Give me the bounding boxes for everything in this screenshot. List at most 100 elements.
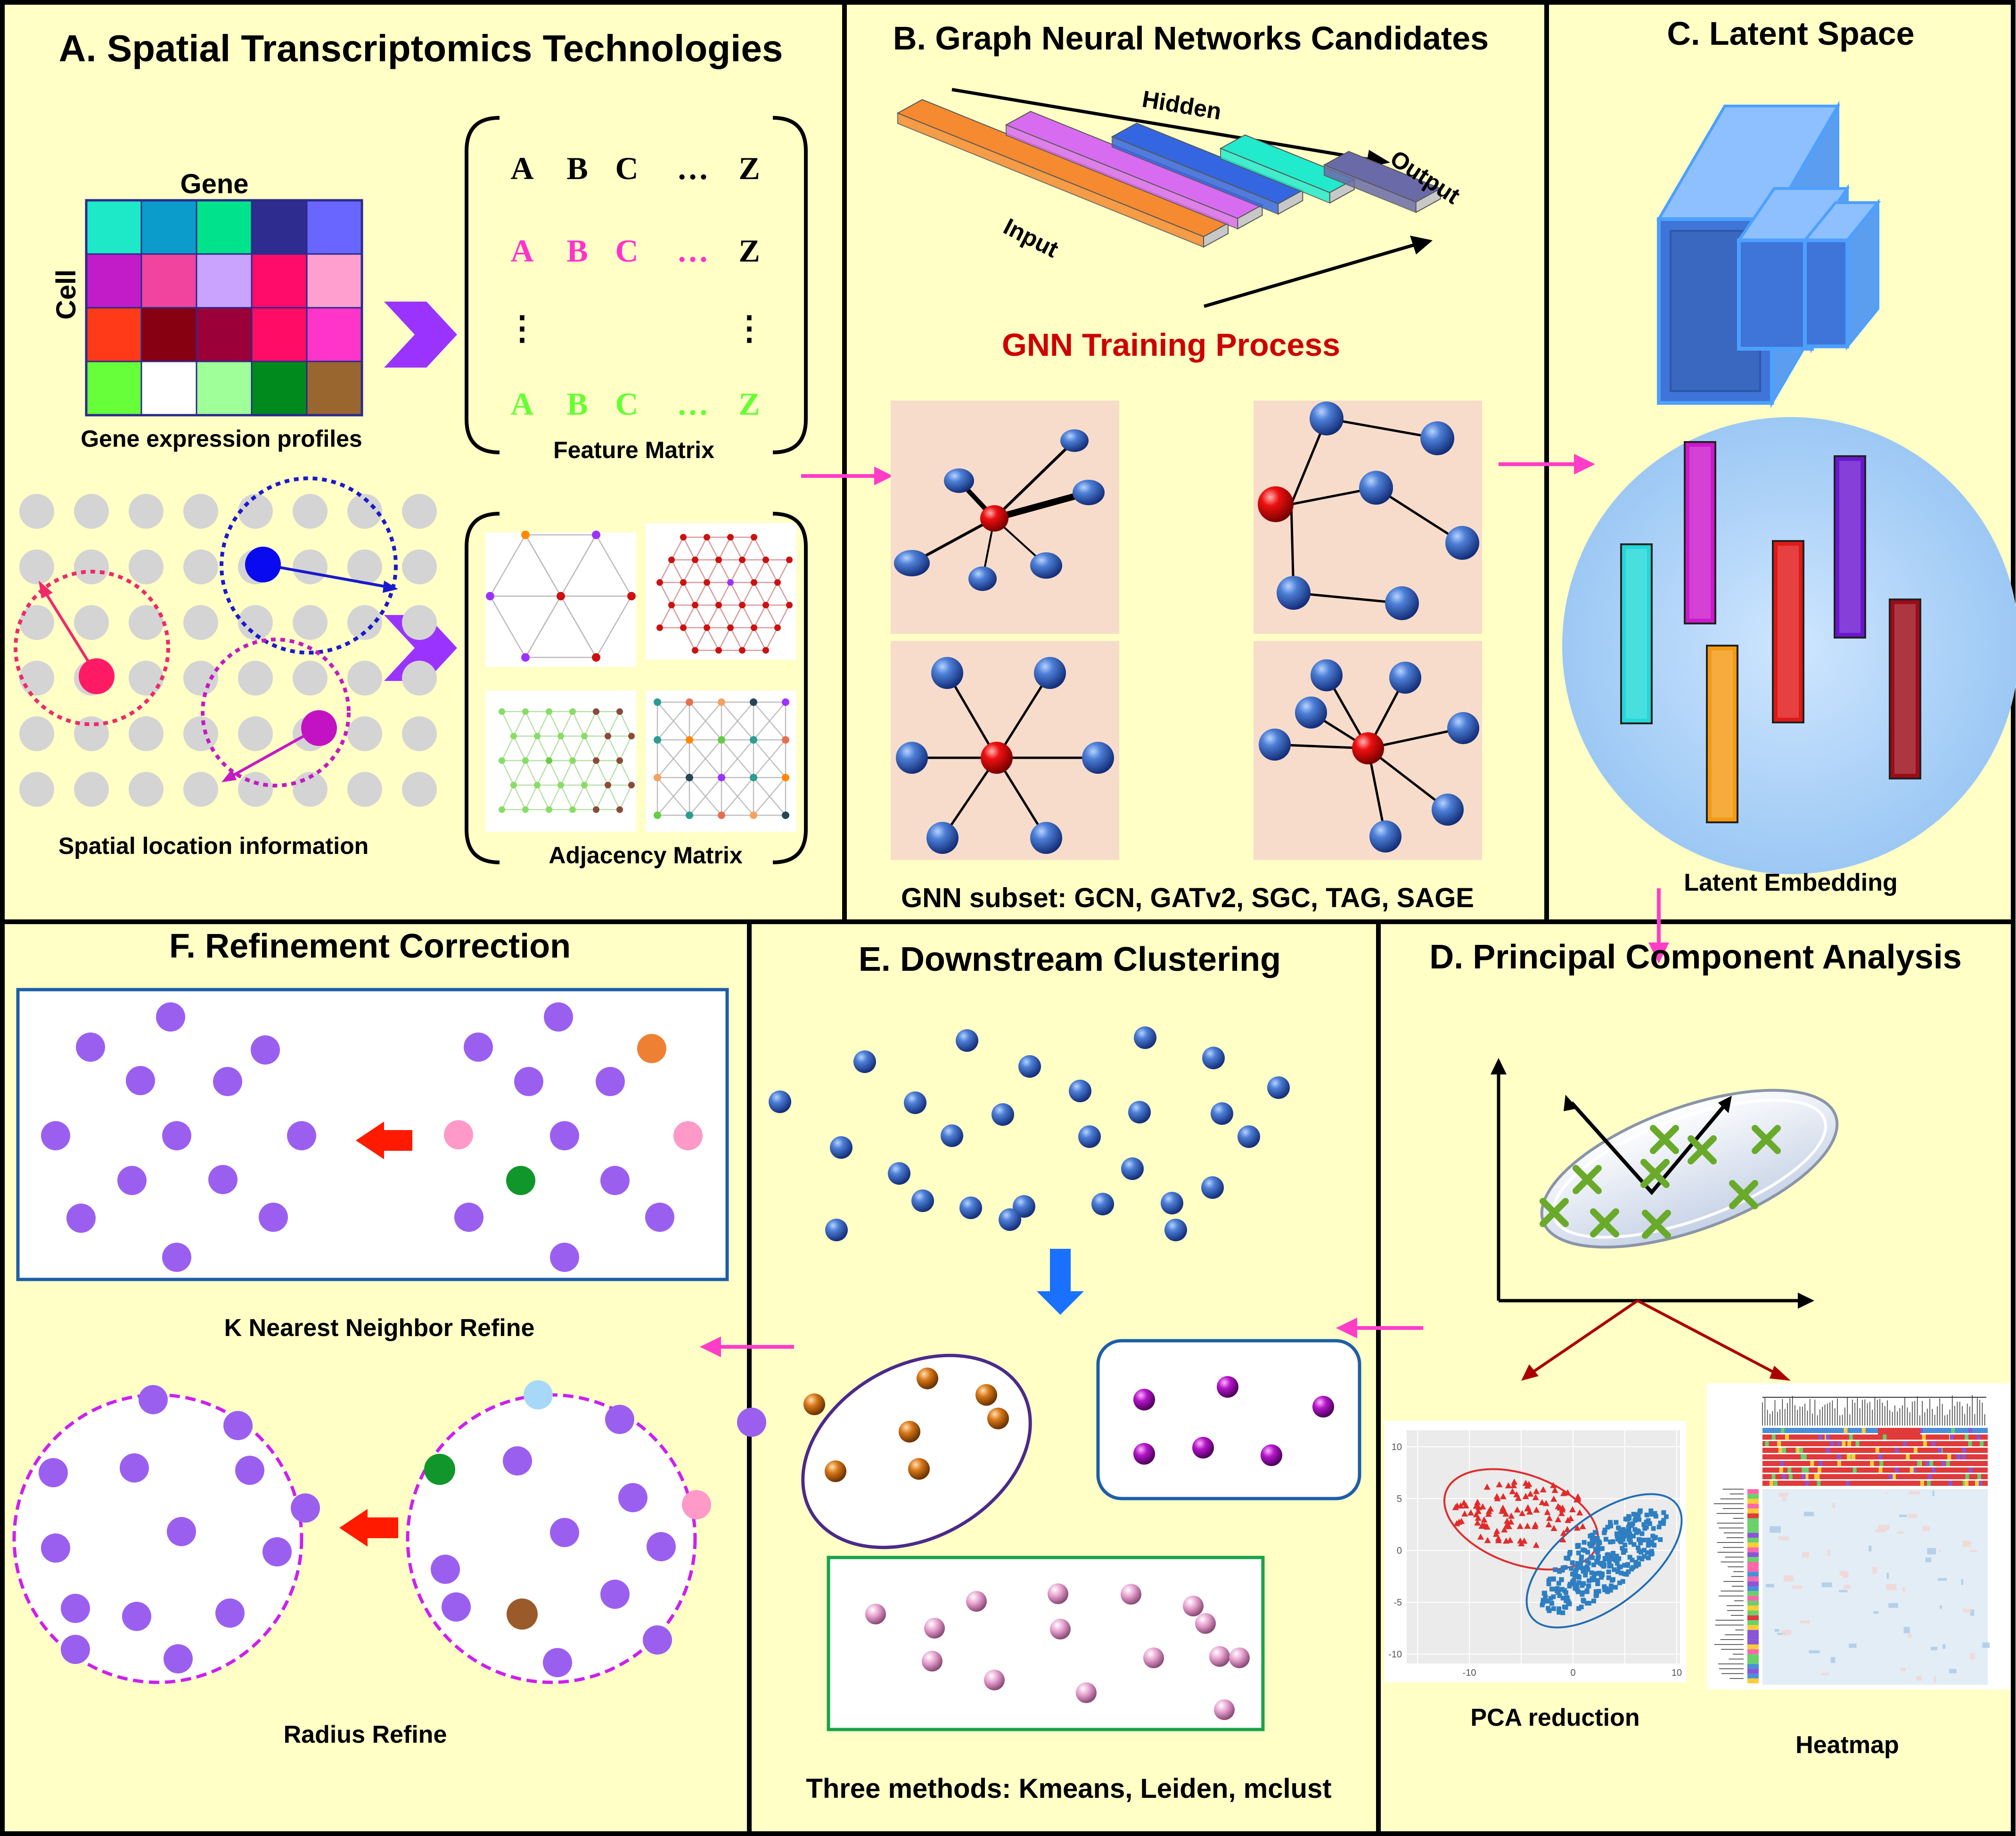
arrow-e-to-f-head [700,1336,721,1357]
heatmap-annotation-tick [1879,1461,1884,1466]
heatmap-annotation-bar [1762,1441,1988,1446]
gnn-neighbor-node [1432,794,1464,826]
graph-edge [524,785,538,810]
gnn-center-node [981,742,1013,774]
gnn-neighbor-node [1082,742,1114,774]
gnn-neighbor-node [1447,712,1479,744]
radius-refine-spots [39,1380,766,1677]
graph-edge [659,582,672,606]
pca-point-blue [1590,1536,1595,1541]
heatmap-cell-noise [1970,1609,1975,1616]
adjacency-matrix-right-bracket [772,512,808,864]
heatmap-cell [306,307,363,362]
center-spot-red [79,658,115,694]
radius-spot-purple [647,1532,676,1561]
graph-node [715,602,722,608]
graph-edge [501,760,515,786]
graph-node [727,534,734,541]
gnn-edge [946,672,998,759]
graph-node [739,557,746,563]
pca-point-blue [1584,1601,1590,1606]
pca-x-tick: 10 [1672,1668,1682,1678]
pca-point-blue [1624,1563,1630,1568]
pca-x-tick: -10 [1463,1668,1476,1678]
heatmap-annotation-tick [1765,1441,1769,1446]
graph-edge [595,785,609,810]
pca-point-blue [1614,1561,1620,1566]
graph-edge [753,559,767,583]
output-arrow-line [1204,243,1414,308]
pca-point-red [1505,1523,1512,1529]
heatmap-annotation-tick [1837,1461,1841,1466]
graph-edge [489,596,526,658]
heatmap-annotation-bar [1762,1454,1988,1459]
heatmap-annotation-tick [1962,1448,1967,1453]
graph-edge [572,760,585,786]
graph-edge [619,760,632,786]
pca-point-blue [1571,1571,1576,1576]
pca-y-tick: 5 [1397,1494,1402,1504]
heatmap-annotation-tick [1965,1481,1969,1486]
gnn-center-node [1258,486,1294,522]
graph-edge [536,760,550,786]
graph-edge [694,582,708,606]
heatmap-cell-noise [1821,1672,1829,1675]
pca-point-blue [1653,1535,1658,1540]
pca-point-blue [1591,1540,1596,1545]
graph-edge [501,736,515,761]
graph-node [546,708,552,715]
heatmap-annotation-tick [1810,1461,1814,1466]
graph-edge [659,605,672,628]
graph-edge [607,785,621,810]
heatmap-annotation-tick [1968,1428,1973,1433]
gnn-neighbor-node [894,550,930,576]
graph-edge [524,760,538,786]
unclustered-spot [1013,1195,1035,1218]
cluster-orange-spot [899,1421,920,1443]
unclustered-spot [825,1219,848,1241]
pca-point-blue [1549,1601,1555,1606]
graph-node [762,647,769,654]
pca-point-blue [1609,1552,1614,1557]
pca-cross [1729,1180,1758,1209]
cluster-magenta-boundary [1096,1339,1361,1500]
heatmap-cell-noise [1777,1633,1786,1635]
pca-point-blue [1622,1571,1627,1576]
heatmap-annotation-tick [1780,1461,1784,1466]
gnn-neighbor-node [1385,586,1419,620]
spatial-location-label: Spatial location information [58,833,369,859]
graph-node [718,811,725,819]
pca-point-blue [1556,1590,1561,1595]
pca-point-blue [1626,1514,1631,1519]
pca-point-blue [1555,1586,1560,1591]
radius-spot-purple [223,1411,253,1440]
heatmap-annotation-tick [1962,1481,1967,1486]
spatial-spot [129,716,164,751]
heatmap-cell [196,307,253,362]
matrix-letter: B [566,233,588,269]
heatmap-cell [140,199,197,255]
radius-arrow-head [339,1509,368,1547]
pca-y-tick: 10 [1392,1442,1402,1452]
pca-point-red [1453,1520,1460,1526]
pca-point-blue [1620,1546,1625,1551]
graph-edge [572,736,585,761]
pca-point-blue [1593,1571,1598,1576]
pca-point-blue [1608,1540,1613,1545]
knn-spot-green [506,1166,535,1195]
pca-point-blue [1590,1533,1595,1538]
heatmap-cell-noise [1844,1585,1851,1589]
pca-point-blue [1556,1581,1561,1586]
graph-node [616,708,623,715]
cluster-pink-spot [1076,1682,1097,1703]
pca-point-red [1462,1502,1469,1508]
knn-arrow-shaft [382,1130,412,1151]
adjacency-graph-hexagon [486,531,636,662]
latent-embedding-bars [1620,441,1921,823]
gnn-edge [1293,591,1402,605]
pca-point-blue [1564,1556,1569,1561]
gnn-neighbor-node [896,742,928,774]
graph-edge [694,537,708,560]
gnn-neighbor-node [1030,822,1062,854]
graph-edge [753,702,786,740]
